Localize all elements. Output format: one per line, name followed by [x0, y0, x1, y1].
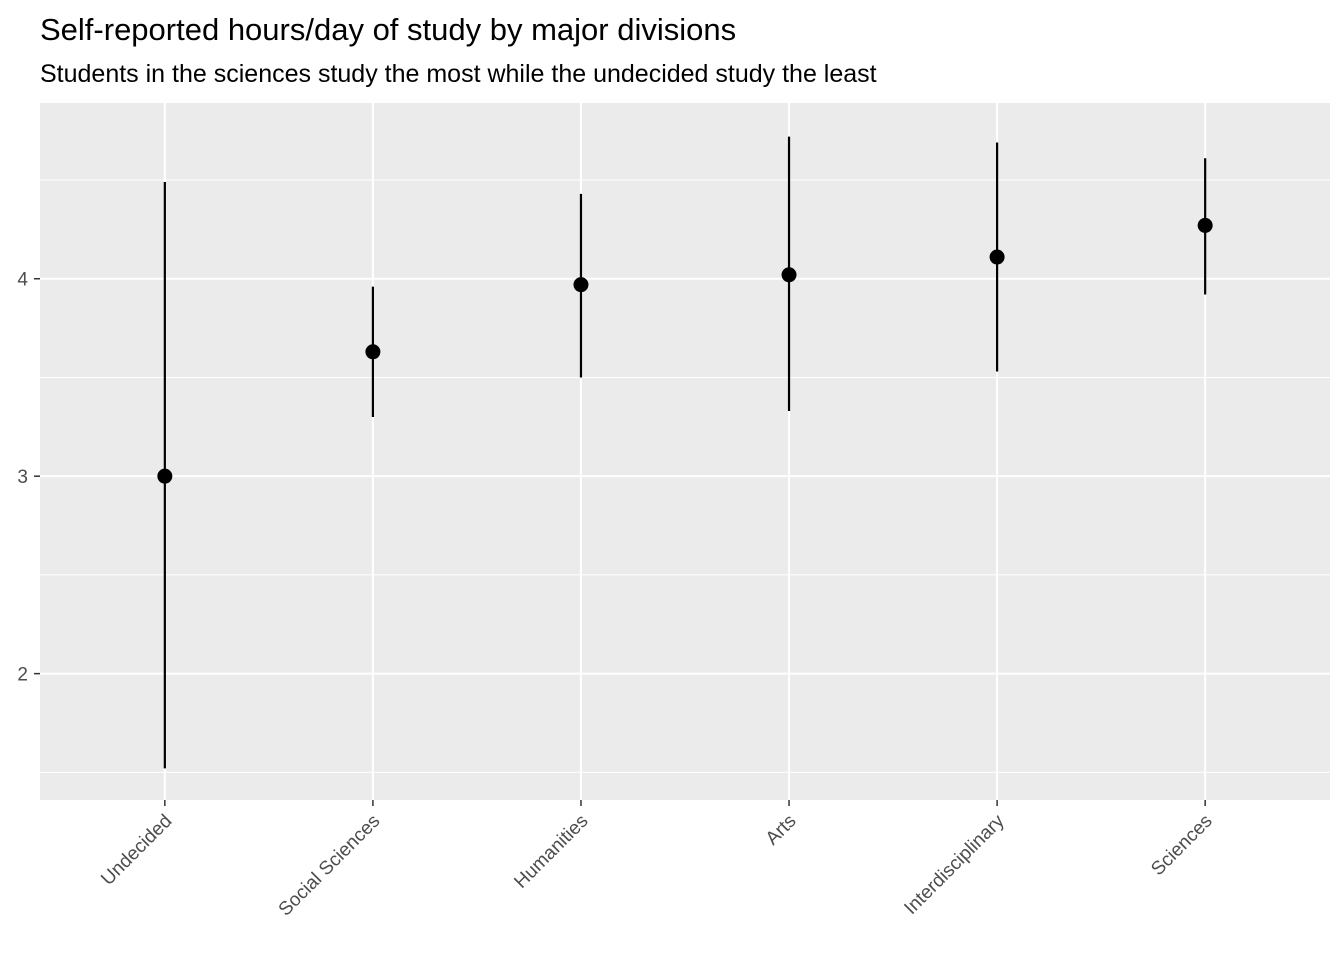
mean-point — [365, 344, 381, 360]
x-tick-label: Arts — [762, 811, 801, 850]
mean-point — [157, 468, 173, 484]
x-tick-label: Interdisciplinary — [900, 810, 1009, 919]
x-tick-label: Undecided — [97, 811, 176, 890]
mean-point — [573, 277, 589, 293]
chart-subtitle: Students in the sciences study the most … — [40, 60, 877, 88]
y-tick-label: 4 — [17, 270, 28, 291]
x-tick-label: Sciences — [1147, 811, 1216, 880]
mean-points — [157, 217, 1213, 484]
mean-point — [781, 267, 797, 283]
minor-gridlines — [40, 179, 1330, 773]
y-tick-label: 2 — [17, 665, 28, 686]
mean-point — [1197, 217, 1213, 233]
x-tick-label: Humanities — [510, 811, 592, 893]
y-tick-label: 3 — [17, 467, 28, 488]
plot-panel — [40, 103, 1330, 800]
x-axis: Undecided Social Sciences Humanities Arts In… — [97, 800, 1217, 921]
chart-title: Self-reported hours/day of study by majo… — [40, 12, 737, 47]
mean-point — [989, 249, 1005, 265]
x-tick-label: Social Sciences — [275, 811, 385, 921]
y-axis: 2 3 4 — [17, 270, 40, 686]
